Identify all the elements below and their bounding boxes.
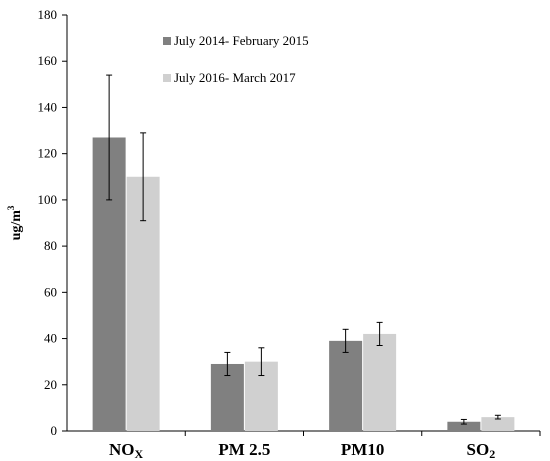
legend-label: July 2016- March 2017 <box>174 70 296 85</box>
x-category-label-main: PM 2.5 <box>218 440 270 459</box>
y-tick-label: 0 <box>51 423 58 438</box>
y-tick-label: 20 <box>44 377 57 392</box>
legend: July 2014- February 2015 July 2016- March… <box>163 33 309 85</box>
x-category-label-subscript: X <box>135 447 144 461</box>
y-tick-label: 140 <box>38 99 58 114</box>
y-tick-label: 60 <box>44 284 57 299</box>
legend-swatch <box>163 74 171 82</box>
y-axis-label-main: ug/m <box>9 210 24 241</box>
bar <box>363 333 397 431</box>
bars <box>92 74 515 431</box>
bar <box>329 340 363 431</box>
x-category-label-main: SO <box>467 440 490 459</box>
legend-swatch <box>163 37 171 45</box>
axes: 0 20 40 60 80 100 120 140 160 180 ug/m3 <box>6 7 541 438</box>
y-tick-label: 100 <box>38 192 58 207</box>
y-tick-label: 120 <box>38 146 58 161</box>
y-tick-label: 80 <box>44 238 57 253</box>
x-category-label: PM 2.5 <box>218 440 270 459</box>
labels: NOX PM 2.5 PM10 SO2 <box>109 440 495 461</box>
x-category-label: PM10 <box>341 440 384 459</box>
legend-label: July 2014- February 2015 <box>174 33 309 48</box>
x-category-label-subscript: 2 <box>489 447 495 461</box>
y-tick-label: 160 <box>38 53 58 68</box>
x-category-label-main: PM10 <box>341 440 384 459</box>
x-category-label: SO2 <box>467 440 496 461</box>
y-tick-label: 180 <box>38 7 58 22</box>
y-axis-label: ug/m3 <box>6 205 24 240</box>
y-axis-label-superscript: 3 <box>6 205 16 210</box>
bar <box>481 417 515 431</box>
bar <box>447 421 481 431</box>
x-category-label: NOX <box>109 440 144 461</box>
x-category-label-main: NO <box>109 440 135 459</box>
y-tick-label: 40 <box>44 331 57 346</box>
